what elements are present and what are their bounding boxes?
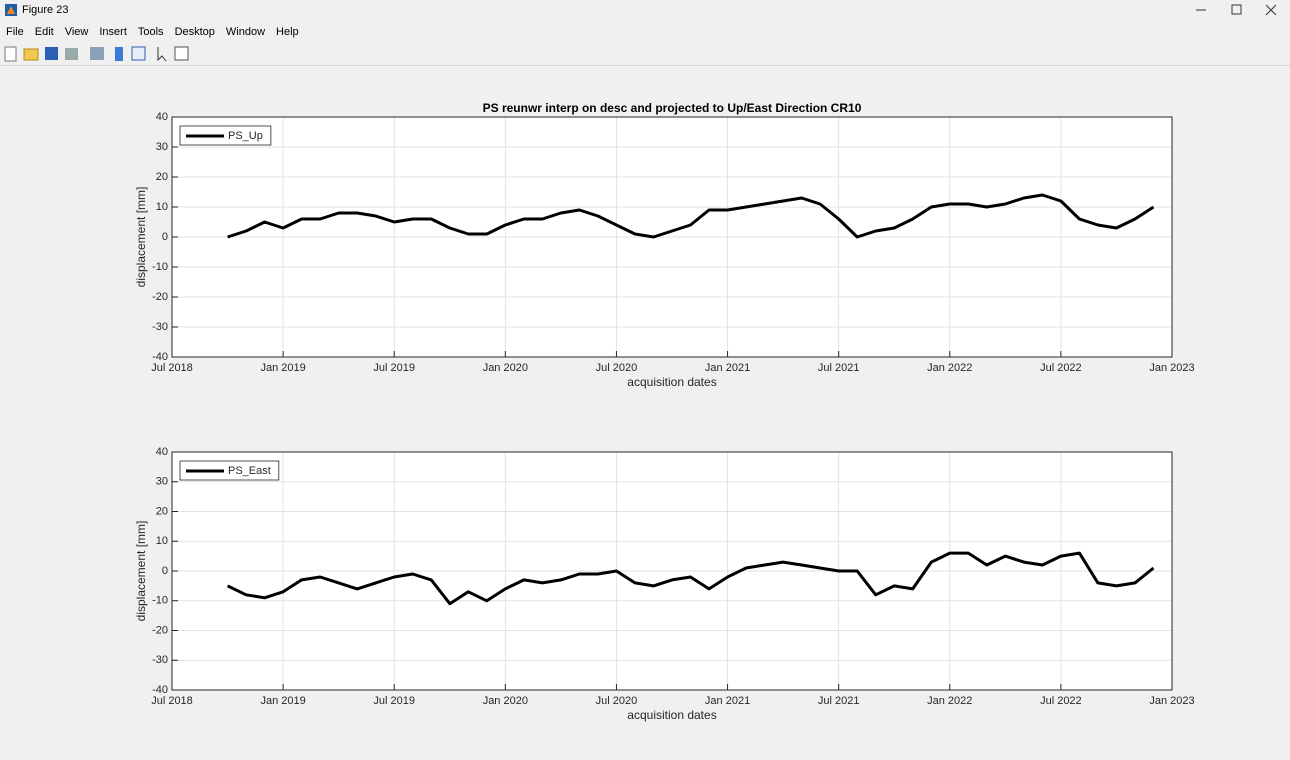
toolbar <box>0 43 1290 66</box>
y-axis-label: displacement [mm] <box>134 187 148 288</box>
save-icon[interactable] <box>45 47 58 60</box>
y-tick-label: -30 <box>152 321 168 333</box>
colorbar-icon[interactable] <box>115 47 123 61</box>
new-icon[interactable] <box>4 46 17 62</box>
menu-item[interactable]: Desktop <box>174 26 215 38</box>
data-line <box>227 193 1155 239</box>
property-icon[interactable] <box>174 46 189 61</box>
x-tick-label: Jan 2023 <box>1149 362 1194 374</box>
y-tick-label: -40 <box>152 684 168 696</box>
x-tick-label: Jan 2022 <box>927 695 972 707</box>
x-tick-label: Jan 2021 <box>705 362 750 374</box>
y-tick-label: 30 <box>156 476 168 488</box>
menu-item[interactable]: Tools <box>137 26 164 38</box>
y-tick-label: 0 <box>162 565 168 577</box>
print-icon[interactable] <box>65 48 78 60</box>
y-axis-label: displacement [mm] <box>134 521 148 622</box>
x-tick-label: Jul 2021 <box>818 695 860 707</box>
x-tick-label: Jan 2021 <box>705 695 750 707</box>
y-tick-label: 40 <box>156 111 168 123</box>
x-tick-label: Jan 2023 <box>1149 695 1194 707</box>
x-tick-label: Jul 2022 <box>1040 362 1082 374</box>
data-line <box>226 551 1155 606</box>
y-tick-label: 20 <box>156 171 168 183</box>
y-tick-label: 20 <box>156 505 168 517</box>
y-tick-label: -10 <box>152 595 168 607</box>
title-bar: Figure 23 <box>0 0 1290 20</box>
y-tick-label: 10 <box>156 535 168 547</box>
x-tick-label: Jul 2020 <box>596 695 638 707</box>
legend-icon[interactable] <box>131 46 146 61</box>
y-tick-label: 0 <box>162 231 168 243</box>
menu-item[interactable]: Window <box>225 26 266 38</box>
x-tick-label: Jan 2020 <box>483 695 528 707</box>
menu-item[interactable]: File <box>6 26 24 38</box>
x-tick-label: Jul 2019 <box>373 695 415 707</box>
legend-label: PS_East <box>228 465 271 477</box>
title-bar-graphics <box>5 4 1277 16</box>
y-tick-label: 10 <box>156 201 168 213</box>
app-icon-shape <box>7 6 15 14</box>
y-tick-label: 30 <box>156 141 168 153</box>
y-tick-label: -30 <box>152 654 168 666</box>
x-tick-label: Jul 2018 <box>151 695 193 707</box>
x-axis-label: acquisition dates <box>627 375 716 389</box>
open-icon[interactable] <box>23 48 39 61</box>
x-tick-label: Jan 2019 <box>260 362 305 374</box>
x-tick-label: Jul 2019 <box>373 362 415 374</box>
x-tick-label: Jul 2018 <box>151 362 193 374</box>
x-tick-label: Jul 2020 <box>596 362 638 374</box>
pointer-icon[interactable] <box>157 47 167 62</box>
menu-item[interactable]: Edit <box>34 26 54 38</box>
legend-box <box>179 460 280 481</box>
y-tick-label: -20 <box>152 624 168 636</box>
legend-label: PS_Up <box>228 130 263 142</box>
menu-item[interactable]: Help <box>276 26 299 38</box>
link-icon[interactable] <box>90 47 104 60</box>
menu-item[interactable]: View <box>64 26 89 38</box>
restore-button[interactable] <box>1231 4 1242 15</box>
menu-bar: File Edit View Insert Tools Desktop Window Help <box>0 22 1290 42</box>
x-tick-label: Jul 2022 <box>1040 695 1082 707</box>
menu-item[interactable]: Insert <box>99 26 127 38</box>
x-tick-label: Jul 2021 <box>818 362 860 374</box>
x-tick-label: Jan 2020 <box>483 362 528 374</box>
toolbar-icons <box>4 46 189 62</box>
y-tick-label: -20 <box>152 291 168 303</box>
y-tick-label: 40 <box>156 446 168 458</box>
y-tick-label: -40 <box>152 351 168 363</box>
close-button[interactable] <box>1265 4 1277 16</box>
window-title: Figure 23 <box>22 4 69 16</box>
x-tick-label: Jan 2019 <box>260 695 305 707</box>
legend-box <box>179 125 272 146</box>
chart-title: PS reunwr interp on desc and projected t… <box>483 101 862 115</box>
x-axis-label: acquisition dates <box>627 708 716 722</box>
y-tick-label: -10 <box>152 261 168 273</box>
x-tick-label: Jan 2022 <box>927 362 972 374</box>
axes-box <box>171 116 1173 358</box>
axes-box <box>171 451 1173 691</box>
